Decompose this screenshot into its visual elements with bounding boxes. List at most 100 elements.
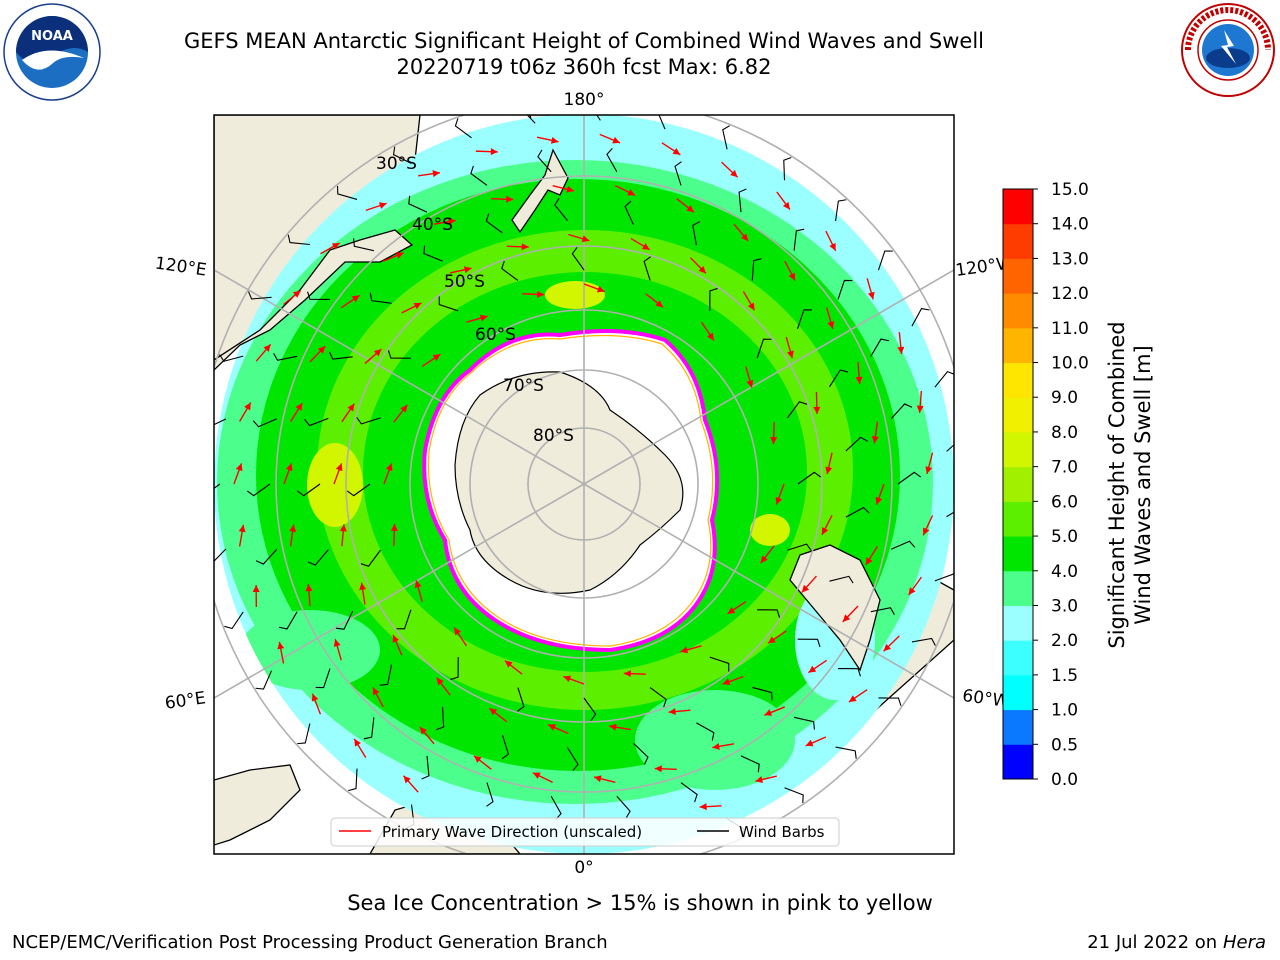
wave-arrow-head <box>825 466 833 475</box>
wind-barb <box>421 755 430 780</box>
wave-arrow-head <box>305 584 313 592</box>
colorbar-segment <box>1003 605 1033 641</box>
wave-arrow-head <box>746 379 754 388</box>
colorbar-segment <box>1003 466 1033 502</box>
wind-barb <box>680 782 698 803</box>
wind-barb <box>438 296 459 312</box>
wind-barb <box>783 156 792 181</box>
wave-arrow-head <box>727 607 736 614</box>
wind-barb <box>624 200 634 225</box>
wind-barb <box>674 161 682 186</box>
wave-arrow-head <box>285 463 293 472</box>
wave-arrow-head <box>473 755 482 763</box>
wave-arrow-head <box>612 136 621 144</box>
wave-arrow-head <box>764 709 773 716</box>
wind-barb <box>740 755 760 773</box>
colorbar-frame <box>1002 188 1034 780</box>
wind-barb <box>757 609 781 618</box>
wind-barb <box>554 197 568 221</box>
wave-arrow-head <box>865 557 873 566</box>
wave-arrow-head <box>916 405 924 413</box>
wave-arrow-head <box>372 687 380 696</box>
wind-barb <box>709 287 718 311</box>
wave-arrow-head <box>317 346 326 354</box>
wave-arrow-head <box>563 675 572 683</box>
wave-arrow-head <box>413 302 422 310</box>
wind-barb <box>501 260 519 281</box>
wind-barb <box>470 165 488 186</box>
wind-barb <box>360 549 381 567</box>
wind-barb <box>845 506 870 518</box>
wave-arrow-head <box>923 527 930 536</box>
colorbar-tick-label: 10.0 <box>1051 354 1089 374</box>
wave-arrow-head <box>740 233 749 242</box>
wind-barb <box>878 697 902 706</box>
wave-arrow-head <box>805 739 814 747</box>
wind-barb <box>752 686 773 701</box>
wave-arrow-head <box>244 402 251 411</box>
wind-barb <box>307 291 330 300</box>
wave-arrow-head <box>827 321 835 329</box>
wave-arrow-head <box>768 636 776 644</box>
wind-barb <box>658 115 666 130</box>
wind-barb <box>224 611 244 630</box>
wind-barb <box>454 118 472 139</box>
wind-barb <box>837 279 853 300</box>
wave-arrow-head <box>730 169 738 178</box>
wave-arrow-head <box>378 202 387 209</box>
wave-arrow-head <box>668 708 676 716</box>
wave-arrow-head <box>400 404 408 413</box>
wind-barb <box>214 418 227 426</box>
wind-barb <box>828 369 849 388</box>
colorbar-tick-label: 14.0 <box>1051 215 1089 235</box>
wind-barb <box>387 350 411 359</box>
wind-barb <box>845 436 868 452</box>
credit-left: NCEP/EMC/Verification Post Processing Pr… <box>12 932 608 953</box>
wave-arrow-head <box>532 772 541 779</box>
wind-barb <box>616 795 631 819</box>
wave-arrow-head <box>373 349 382 357</box>
wave-arrow-head <box>354 738 361 747</box>
wave-arrow-head <box>504 660 513 668</box>
wind-barb <box>696 722 715 741</box>
wave-arrow-head <box>432 170 440 178</box>
wave-arrow-head <box>875 496 883 505</box>
chart-title: GEFS MEAN Antarctic Significant Height o… <box>183 29 985 53</box>
credit-right: 21 Jul 2022 on Hera <box>1087 932 1266 953</box>
wave-arrow-head <box>594 775 602 783</box>
wind-barb <box>219 354 244 362</box>
colorbar-tick-label: 0.5 <box>1051 735 1078 755</box>
wind-barb <box>273 353 298 361</box>
colorbar-tick-label: 8.0 <box>1051 423 1078 443</box>
wind-barb <box>756 338 772 359</box>
wind-barb <box>304 417 329 427</box>
wind-barb <box>835 199 847 221</box>
wave-arrow-head <box>821 527 829 535</box>
wind-barb <box>255 670 273 690</box>
colorbar-tick-label: 1.0 <box>1051 701 1078 721</box>
wave-arrow-head <box>390 523 398 531</box>
wave-arrow-head <box>848 695 857 703</box>
wave-arrow-head <box>672 147 681 155</box>
wind-barb <box>946 444 954 452</box>
graticule <box>214 115 954 854</box>
wind-barb <box>307 549 329 566</box>
wave-arrow-head <box>788 272 796 281</box>
wind-barb <box>435 706 445 731</box>
wind-barb <box>643 256 651 281</box>
colorbar-segment <box>1003 189 1033 225</box>
wave-arrow-head <box>770 437 778 445</box>
wave-arrow-head <box>908 587 916 596</box>
colorbar-segment <box>1003 362 1033 398</box>
wind-barb <box>633 742 649 765</box>
nws-logo <box>1181 3 1275 97</box>
wind-barb <box>252 418 278 428</box>
colorbar-tick-label: 4.0 <box>1051 562 1078 582</box>
sea-ice-caption: Sea Ice Concentration > 15% is shown in … <box>347 891 933 915</box>
wave-arrow-head <box>897 346 905 355</box>
colorbar-label-line2: Wind Waves and Swell [m] <box>1131 345 1155 625</box>
wind-barb <box>606 148 618 172</box>
colorbar-segment <box>1003 709 1033 745</box>
wind-barb <box>566 747 579 771</box>
colorbar-tick-label: 7.0 <box>1051 458 1078 478</box>
